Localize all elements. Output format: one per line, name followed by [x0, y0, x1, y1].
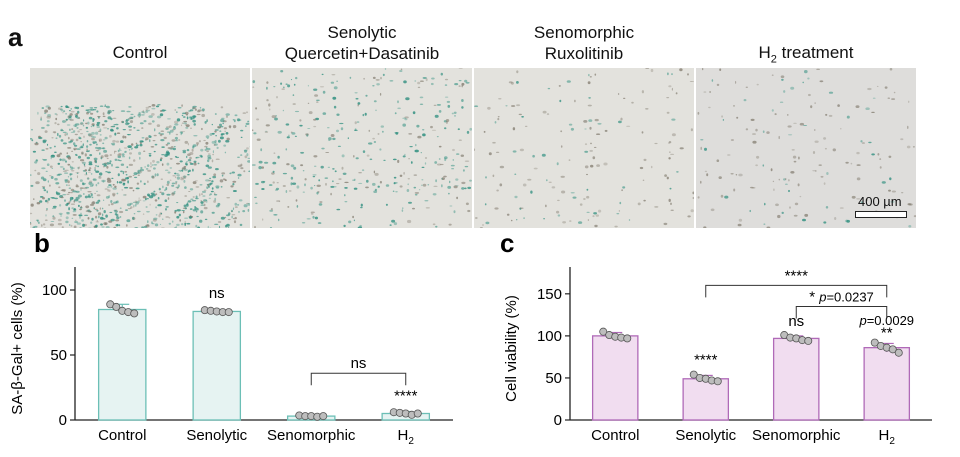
bar-control — [97, 308, 147, 421]
panel-c-letter: c — [500, 232, 514, 258]
x-tick-label: H2 — [879, 427, 896, 447]
panel-b-letter: b — [34, 232, 50, 258]
data-point — [888, 345, 897, 354]
bracket-label: * p=0.0237 — [809, 288, 874, 305]
y-axis-label: SA-β-Gal+ cells (%) — [9, 282, 26, 414]
data-point — [689, 370, 698, 379]
data-point — [804, 336, 813, 345]
data-point — [130, 309, 139, 318]
micro-title-control: Control — [112, 43, 168, 62]
x-tick-label: Control — [591, 427, 639, 444]
scale-bar-label: 400 µm — [858, 194, 902, 209]
micrograph-control — [30, 68, 250, 228]
y-tick-label: 50 — [545, 370, 562, 387]
data-point — [623, 334, 632, 343]
micro-title-h2: H2 treatment — [758, 43, 854, 66]
bracket-label: ns — [351, 355, 367, 372]
significance-label: p=0.0029 — [858, 313, 914, 328]
bracket-label: **** — [785, 267, 809, 284]
scale-bar — [855, 211, 907, 218]
chart-b: b 0 50 100 SA-β-Gal+ cells (%) Control Senolyt… — [9, 232, 453, 447]
x-tick-label: Senolytic — [675, 427, 736, 444]
comparison-bracket — [795, 305, 888, 319]
significance-label: ns — [209, 285, 225, 302]
y-tick-label: 100 — [42, 282, 67, 299]
significance-label: ns — [788, 313, 804, 330]
bar-senolytic — [192, 310, 242, 421]
data-point — [413, 409, 422, 418]
micrograph-h2 — [696, 68, 916, 228]
significance-label: ** — [881, 325, 893, 342]
y-tick-label: 50 — [50, 347, 67, 364]
x-tick-label: Senomorphic — [752, 427, 841, 444]
data-point — [870, 338, 879, 347]
micro-title-senomorphic: Senomorphic Ruxolitinib — [533, 23, 635, 63]
micrograph-senolytic — [252, 68, 472, 228]
panel-a-letter: a — [8, 22, 23, 52]
significance-label: **** — [394, 388, 418, 405]
data-point — [224, 308, 233, 317]
data-point — [319, 412, 328, 421]
x-tick-label: Senomorphic — [267, 427, 356, 444]
data-point — [894, 348, 903, 357]
y-tick-label: 150 — [537, 286, 562, 303]
bar-control — [591, 335, 639, 421]
y-tick-label: 100 — [537, 328, 562, 345]
x-tick-label: Senolytic — [186, 427, 247, 444]
y-tick-label: 0 — [59, 412, 67, 429]
micro-title-senolytic: Senolytic Quercetin+Dasatinib — [284, 23, 440, 63]
y-tick-label: 0 — [554, 412, 562, 429]
bar-senolytic — [682, 378, 730, 421]
bar-senomorphic — [772, 337, 820, 421]
bar-h2 — [863, 347, 911, 421]
comparison-bracket — [310, 372, 407, 386]
y-axis-label: Cell viability (%) — [503, 295, 520, 402]
comparison-bracket — [705, 284, 888, 298]
micrograph-senomorphic — [474, 68, 694, 228]
data-point — [599, 327, 608, 336]
x-tick-label: H2 — [398, 427, 415, 447]
x-tick-label: Control — [98, 427, 146, 444]
chart-c: c 0 50 100 150 Cell viability (%) Control Senol… — [500, 232, 932, 447]
significance-label: **** — [694, 351, 718, 368]
data-point — [112, 302, 121, 311]
data-point — [713, 377, 722, 386]
